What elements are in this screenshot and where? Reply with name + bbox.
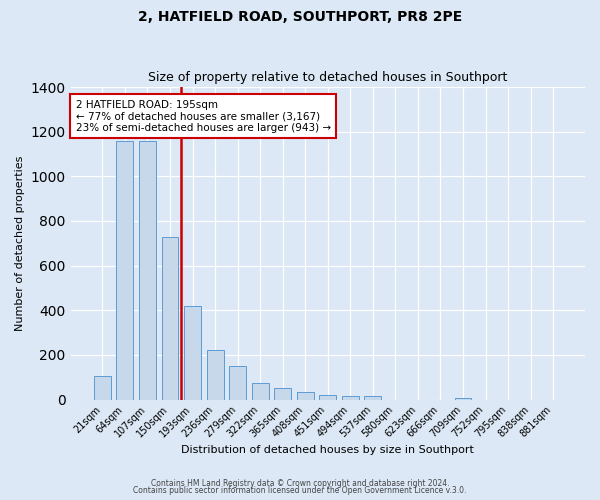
Bar [139, 140, 156, 400]
Bar [297, 392, 314, 400]
Bar [342, 396, 359, 400]
Bar [94, 376, 111, 400]
Bar [252, 383, 269, 400]
Bar [229, 366, 246, 400]
Text: Contains HM Land Registry data © Crown copyright and database right 2024.: Contains HM Land Registry data © Crown c… [151, 478, 449, 488]
Title: Size of property relative to detached houses in Southport: Size of property relative to detached ho… [148, 72, 508, 85]
Bar [161, 236, 178, 400]
Bar [184, 306, 201, 400]
Text: 2 HATFIELD ROAD: 195sqm
← 77% of detached houses are smaller (3,167)
23% of semi: 2 HATFIELD ROAD: 195sqm ← 77% of detache… [76, 100, 331, 133]
Y-axis label: Number of detached properties: Number of detached properties [15, 156, 25, 331]
Bar [206, 350, 224, 400]
Bar [319, 395, 336, 400]
X-axis label: Distribution of detached houses by size in Southport: Distribution of detached houses by size … [181, 445, 474, 455]
Bar [274, 388, 291, 400]
Text: Contains public sector information licensed under the Open Government Licence v.: Contains public sector information licen… [133, 486, 467, 495]
Bar [116, 140, 133, 400]
Bar [364, 396, 382, 400]
Text: 2, HATFIELD ROAD, SOUTHPORT, PR8 2PE: 2, HATFIELD ROAD, SOUTHPORT, PR8 2PE [138, 10, 462, 24]
Bar [455, 398, 472, 400]
